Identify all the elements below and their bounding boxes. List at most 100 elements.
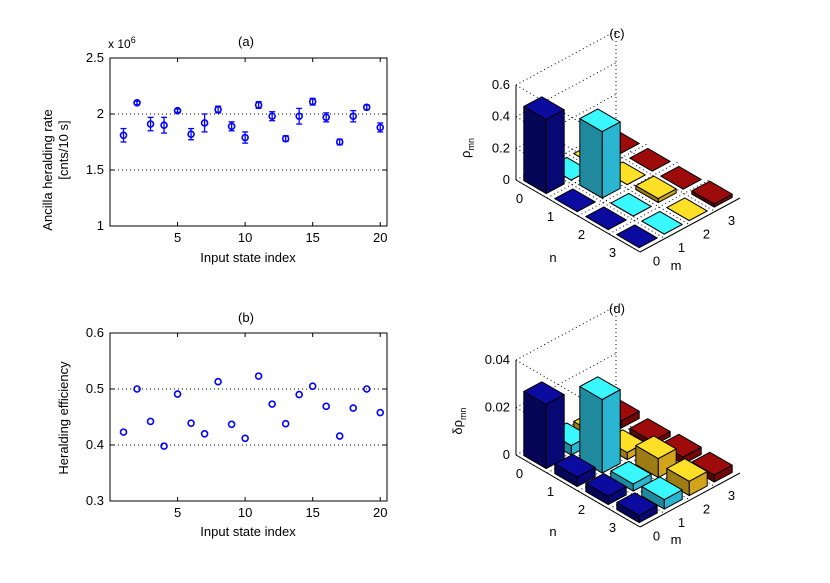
c-bar-n3-m1-top — [641, 210, 683, 235]
c-zgrid-back-3 — [515, 30, 617, 86]
b-point-15 — [322, 402, 330, 411]
b-point-17 — [349, 404, 358, 412]
panel-a-points — [119, 97, 385, 146]
c-bar-n2-m2 — [635, 175, 677, 204]
c-zgrid-back-1 — [515, 93, 617, 149]
d-bar-n2-m1-top — [610, 460, 652, 485]
c-m-tick-label-3: 3 — [728, 213, 735, 228]
a-point-14 — [308, 97, 317, 106]
panel-d-ticks: 0 1 2 3 0 1 2 3 — [516, 466, 735, 543]
d-zgrid-back-2 — [515, 305, 617, 361]
c-bar-n1-m0-top — [554, 188, 596, 213]
panel-c-label: (c) — [609, 26, 624, 41]
b-point-4 — [173, 390, 182, 398]
panel-c-ticks: 0 1 2 3 0 1 2 3 — [516, 191, 735, 268]
b-point-18 — [362, 385, 371, 393]
b-point-13 — [295, 390, 303, 399]
a-point-0 — [119, 131, 128, 140]
c-bar-n1-m3-top — [629, 147, 671, 172]
panel-b-label: (b) — [238, 310, 254, 325]
b-ytick-label-3: 0.6 — [86, 325, 104, 340]
c-bar-n2-m2-top — [635, 175, 677, 200]
c-bar-n1-m1-front — [601, 121, 621, 199]
c-bar-n3-m0 — [616, 224, 658, 249]
a-point-1 — [133, 99, 141, 107]
c-ztick-label-1: 0.2 — [492, 140, 510, 155]
panel-d-label: (d) — [609, 301, 625, 316]
c-floor-grid-n-2 — [577, 161, 679, 217]
d-n-tick-label-0: 0 — [516, 466, 523, 481]
panel-b-ticks: 5 10 15 20 0.3 0.4 0.5 0.6 — [86, 325, 388, 520]
panel-a-ticks: 5 10 15 20 1 1.5 2 2.5 — [86, 50, 388, 245]
d-zgrid-back-1 — [515, 353, 617, 408]
panel-d-bars — [523, 376, 733, 524]
panel-a-y-scale-factor: x 106 — [108, 35, 136, 51]
c-bar-n3-m0-top — [616, 224, 658, 249]
a-ytick-label-3: 2.5 — [86, 50, 104, 65]
panel-d-3d-bars: (d) δρmn n m 0 0.02 0.04 0 1 2 3 0 1 2 3 — [450, 301, 741, 547]
a-ytick-label-2: 2 — [97, 106, 104, 121]
a-point-3 — [160, 121, 168, 129]
a-point-11 — [268, 112, 276, 121]
c-m-axis-line — [639, 197, 741, 253]
panel-c-z-label-sub: mn — [466, 138, 476, 151]
b-point-0 — [119, 428, 128, 436]
b-point-2 — [146, 417, 155, 426]
d-bar-n0-m0-front — [545, 394, 565, 470]
b-point-19 — [376, 408, 385, 417]
d-m-tick-label-1: 1 — [678, 515, 685, 530]
panel-c-z-label-main: ρ — [458, 151, 473, 158]
panel-b-scatter-efficiency: (b) Input state index Heralding efficien… — [56, 310, 388, 539]
d-bar-n3-m1-top — [641, 476, 683, 501]
d-bar-n2-m2 — [635, 435, 677, 479]
b-ytick-label-1: 0.4 — [86, 437, 104, 452]
a-xtick-label-0: 5 — [174, 230, 181, 245]
d-n-tick-label-2: 2 — [578, 502, 585, 517]
panel-c-3d-bars: (c) ρmn n m 0 0.2 0.4 0.6 0 1 2 3 0 1 2 3 — [458, 26, 741, 273]
c-bar-n2-m3 — [660, 165, 702, 190]
a-point-16 — [335, 138, 344, 146]
c-n-tick-label-3: 3 — [609, 245, 616, 260]
c-bar-n0-m0-side — [523, 106, 547, 195]
c-floor-grid-n-3 — [608, 179, 710, 235]
b-point-6 — [200, 429, 209, 438]
d-bar-n2-m1 — [610, 460, 652, 492]
panel-a-y-axis-label-line2: [cnts/10 s] — [56, 120, 71, 179]
b-point-1 — [133, 385, 141, 393]
panel-a-y-axis-label-line1: Ancilla heralding rate — [40, 109, 55, 230]
a-ytick-label-1: 1.5 — [86, 162, 104, 177]
d-bar-n3-m0 — [616, 492, 658, 524]
a-point-8 — [227, 122, 236, 131]
panel-a-label: (a) — [238, 34, 254, 49]
b-point-11 — [268, 400, 276, 408]
c-m-tick-label-1: 1 — [678, 240, 685, 255]
panel-d-z-label-main: δρ — [450, 420, 465, 435]
b-point-3 — [160, 442, 168, 450]
b-point-8 — [227, 420, 236, 429]
c-n-tick-label-2: 2 — [578, 227, 585, 242]
panel-a-plot-area — [109, 57, 388, 227]
panel-b-x-axis-label: Input state index — [200, 524, 296, 539]
d-bar-n2-m0 — [585, 473, 627, 506]
d-m-tick-label-2: 2 — [703, 501, 710, 516]
panel-c-bars — [523, 96, 733, 249]
panel-d-n-axis-label: n — [549, 524, 556, 539]
panel-b-plot-area — [109, 332, 388, 502]
d-bar-n1-m3-top — [629, 418, 671, 442]
panel-a-y-scale-base: x 10 — [108, 37, 131, 51]
b-point-10 — [254, 372, 263, 380]
c-bar-n2-m1-top — [610, 192, 652, 217]
c-bar-n1-m0 — [554, 188, 596, 213]
a-point-5 — [187, 130, 195, 138]
c-m-tick-label-2: 2 — [703, 226, 710, 241]
panel-d-z-axis-label: δρmn — [450, 407, 468, 434]
a-point-13 — [295, 112, 303, 121]
c-m-tick-label-0: 0 — [653, 253, 660, 268]
d-bar-n1-m1-front — [601, 389, 621, 474]
a-point-4 — [173, 106, 182, 115]
c-bar-n1-m1-top — [579, 108, 621, 133]
panel-d-z-label-sub: mn — [458, 407, 468, 420]
d-bar-n2-m0-top — [585, 473, 627, 497]
b-point-5 — [187, 419, 195, 427]
panel-c-m-axis-label: m — [671, 258, 682, 273]
